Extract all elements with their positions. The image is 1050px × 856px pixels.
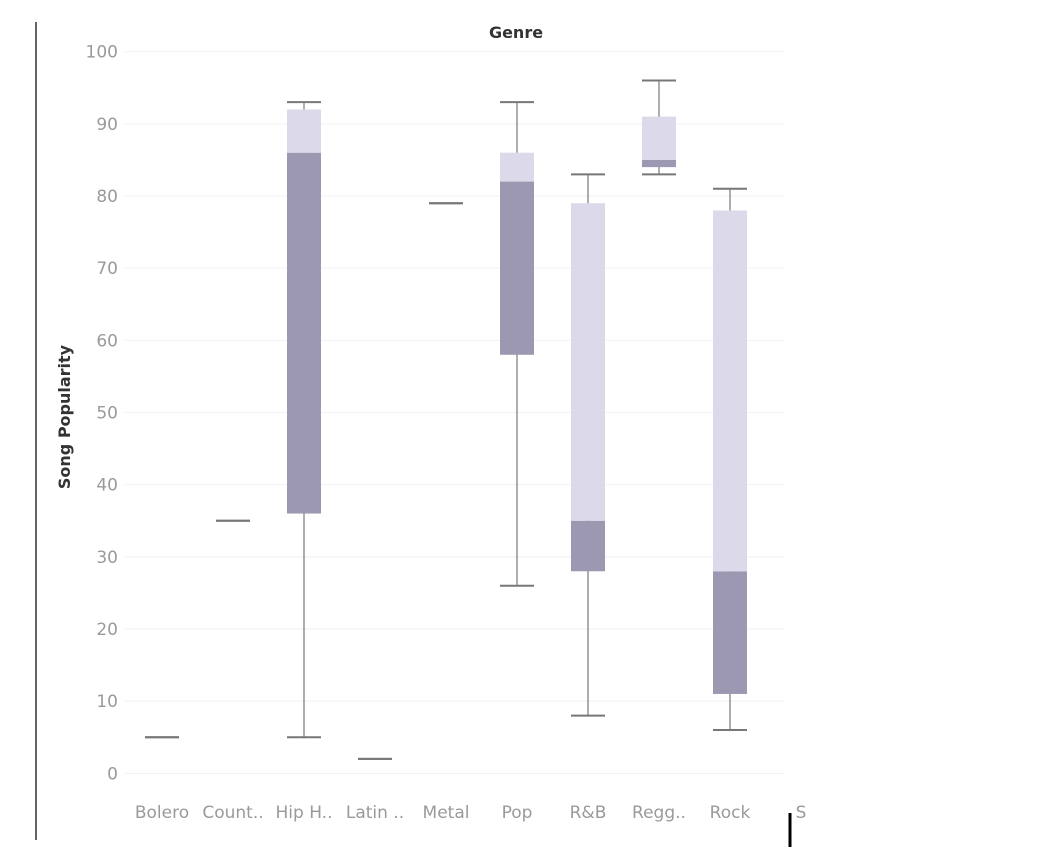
x-tick-label: Latin .. bbox=[346, 803, 404, 823]
box-7 bbox=[642, 79, 676, 176]
box-2 bbox=[287, 101, 321, 739]
box-5 bbox=[500, 101, 534, 587]
y-tick-label: 100 bbox=[86, 43, 118, 63]
y-tick-label: 40 bbox=[96, 476, 118, 496]
box-lower bbox=[642, 159, 676, 168]
boxes bbox=[145, 79, 747, 760]
y-tick-label: 90 bbox=[96, 115, 118, 135]
y-tick-label: 70 bbox=[96, 259, 118, 279]
x-tick-label: Rock bbox=[710, 803, 751, 823]
y-tick-label: 30 bbox=[96, 548, 118, 568]
y-tick-label: 60 bbox=[96, 331, 118, 351]
x-tick-label: Regg.. bbox=[632, 803, 686, 823]
box-upper bbox=[642, 116, 676, 160]
x-tick-label: Hip H.. bbox=[276, 803, 333, 823]
box-upper bbox=[713, 210, 747, 572]
x-tick-label: Pop bbox=[502, 803, 533, 823]
box-lower bbox=[287, 152, 321, 514]
box-upper bbox=[571, 203, 605, 521]
chart-title: Genre bbox=[489, 23, 543, 42]
x-axis-labels: Bolero Count.. Hip H.. Latin .. Metal Pop R&B R… bbox=[135, 803, 807, 823]
y-tick-label: 0 bbox=[107, 764, 118, 784]
box-lower bbox=[713, 571, 747, 694]
y-tick-label: 10 bbox=[96, 692, 118, 712]
gridlines bbox=[125, 51, 785, 774]
y-axis-ticks: 0 10 20 30 40 50 60 70 80 90 100 bbox=[86, 43, 118, 785]
y-tick-label: 20 bbox=[96, 620, 118, 640]
y-tick-label: 50 bbox=[96, 404, 118, 424]
x-tick-label: Metal bbox=[423, 803, 470, 823]
y-tick-label: 80 bbox=[96, 187, 118, 207]
x-tick-label: R&B bbox=[570, 803, 607, 823]
x-tick-label: Count.. bbox=[202, 803, 263, 823]
y-axis-label: Song Popularity bbox=[55, 344, 74, 489]
box-6 bbox=[571, 173, 605, 717]
x-tick-label: Bolero bbox=[135, 803, 189, 823]
box-8 bbox=[713, 187, 747, 732]
box-lower bbox=[500, 181, 534, 355]
box-lower bbox=[571, 520, 605, 572]
box-upper bbox=[287, 109, 321, 153]
box-upper bbox=[500, 152, 534, 182]
x-tick-label: S bbox=[796, 803, 807, 823]
